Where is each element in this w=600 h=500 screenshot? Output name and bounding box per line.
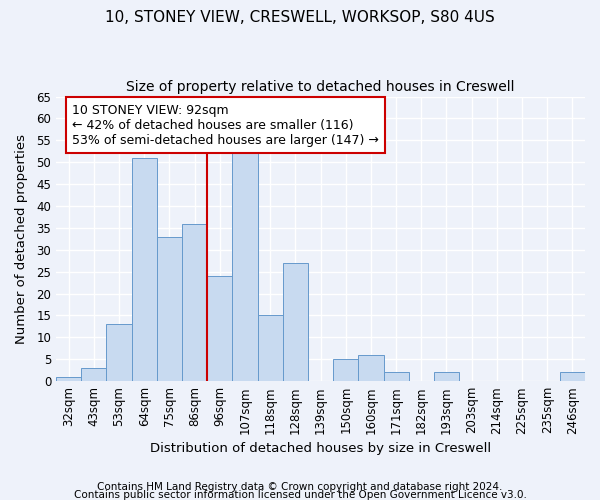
X-axis label: Distribution of detached houses by size in Creswell: Distribution of detached houses by size … (150, 442, 491, 455)
Bar (81, 368, 106, 381)
Bar (560, 372, 585, 381)
Bar (182, 224, 207, 381)
Bar (207, 276, 232, 381)
Bar (333, 360, 358, 381)
Bar (232, 144, 257, 381)
Text: Contains HM Land Registry data © Crown copyright and database right 2024.: Contains HM Land Registry data © Crown c… (97, 482, 503, 492)
Text: 10, STONEY VIEW, CRESWELL, WORKSOP, S80 4US: 10, STONEY VIEW, CRESWELL, WORKSOP, S80 … (105, 10, 495, 25)
Bar (257, 316, 283, 381)
Title: Size of property relative to detached houses in Creswell: Size of property relative to detached ho… (126, 80, 515, 94)
Bar (106, 324, 131, 381)
Bar (56, 377, 81, 381)
Bar (131, 158, 157, 381)
Text: 10 STONEY VIEW: 92sqm
← 42% of detached houses are smaller (116)
53% of semi-det: 10 STONEY VIEW: 92sqm ← 42% of detached … (72, 104, 379, 146)
Text: Contains public sector information licensed under the Open Government Licence v3: Contains public sector information licen… (74, 490, 526, 500)
Y-axis label: Number of detached properties: Number of detached properties (15, 134, 28, 344)
Bar (157, 236, 182, 381)
Bar (358, 355, 383, 381)
Bar (283, 263, 308, 381)
Bar (383, 372, 409, 381)
Bar (434, 372, 459, 381)
